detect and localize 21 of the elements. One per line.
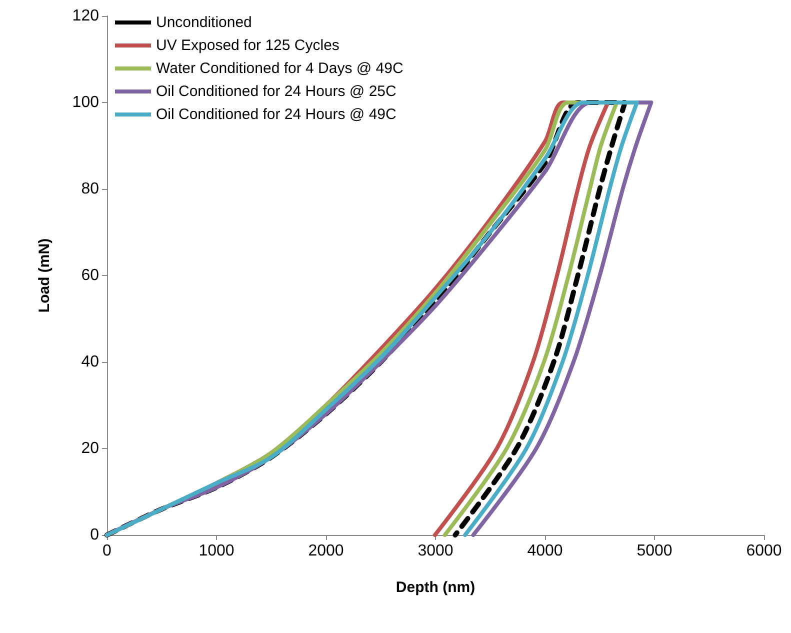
x-tick-label: 5000 (636, 542, 672, 560)
x-tick-label: 6000 (746, 542, 782, 560)
x-axis-title: Depth (nm) (396, 579, 476, 596)
y-tick-label: 20 (81, 440, 100, 457)
y-tick-label: 0 (90, 526, 100, 544)
legend-label: Water Conditioned for 4 Days @ 49C (156, 60, 404, 77)
x-tick-label: 0 (102, 542, 112, 560)
x-tick-label: 1000 (198, 542, 234, 560)
x-tick-label: 3000 (418, 542, 454, 560)
y-tick-label: 80 (81, 180, 100, 198)
legend-label: Oil Conditioned for 24 Hours @ 49C (156, 106, 397, 123)
x-tick-label: 4000 (527, 542, 563, 560)
legend-label: Oil Conditioned for 24 Hours @ 25C (156, 83, 397, 100)
y-tick-label: 120 (72, 8, 100, 24)
y-tick-label: 100 (72, 94, 100, 111)
legend-label: UV Exposed for 125 Cycles (156, 37, 340, 54)
y-tick-label: 40 (81, 354, 100, 370)
legend-label: Unconditioned (156, 14, 252, 31)
y-tick-label: 60 (81, 267, 100, 284)
x-tick-label: 2000 (308, 542, 344, 560)
y-axis-title: Load (mN) (36, 238, 53, 313)
